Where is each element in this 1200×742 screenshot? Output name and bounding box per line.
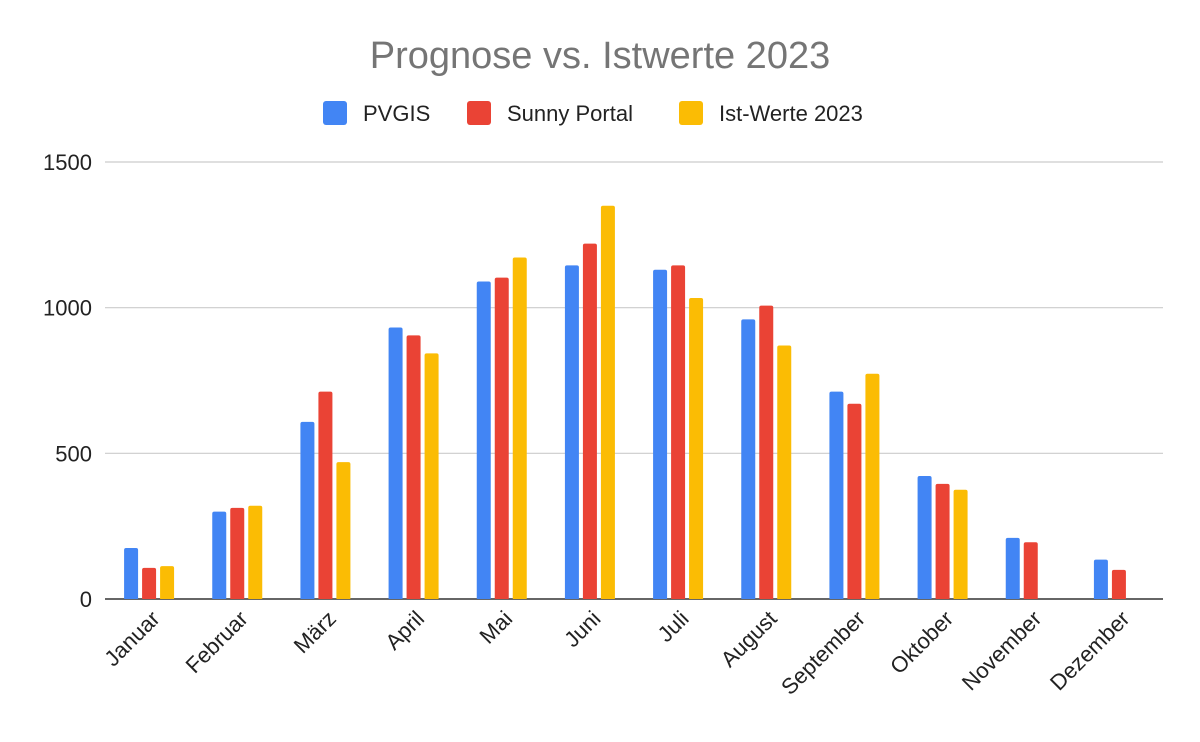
bar-ist-werte-2023-2: [336, 462, 351, 599]
bar-pvgis-2: [300, 421, 315, 599]
bar-pvgis-8: [829, 391, 844, 599]
bar-pvgis-3: [388, 327, 403, 599]
bar-pvgis-7: [741, 319, 756, 599]
x-tick-label: Oktober: [885, 606, 958, 679]
bar-pvgis-6: [653, 269, 668, 599]
bars: [124, 205, 1126, 599]
bar-ist-werte-2023-7: [777, 345, 792, 599]
chart-title: Prognose vs. Istwerte 2023: [370, 35, 830, 77]
legend-label: Ist-Werte 2023: [719, 101, 863, 126]
bar-sunny-portal-1: [230, 507, 245, 599]
bar-sunny-portal-3: [406, 335, 421, 599]
y-tick-label: 1500: [43, 150, 92, 175]
bar-sunny-portal-0: [142, 567, 157, 599]
bar-sunny-portal-7: [759, 305, 774, 599]
y-tick-label: 500: [55, 441, 92, 466]
bar-pvgis-0: [124, 548, 139, 599]
bar-ist-werte-2023-0: [160, 566, 175, 599]
bar-sunny-portal-5: [582, 243, 597, 599]
bar-sunny-portal-6: [671, 265, 686, 599]
bar-pvgis-11: [1093, 559, 1108, 599]
gridlines: [105, 161, 1163, 600]
y-axis-labels: 0 500 1000 1500: [43, 150, 92, 612]
bar-sunny-portal-10: [1023, 542, 1038, 599]
x-tick-label: Dezember: [1045, 606, 1134, 695]
y-tick-label: 0: [80, 587, 92, 612]
legend-swatch: [323, 101, 347, 125]
x-tick-label: Mai: [475, 606, 518, 649]
bar-ist-werte-2023-9: [953, 489, 968, 599]
y-tick-label: 1000: [43, 296, 92, 321]
x-tick-label: Juli: [653, 606, 694, 647]
x-tick-label: März: [289, 606, 341, 658]
bar-sunny-portal-9: [935, 483, 950, 599]
legend-swatch: [467, 101, 491, 125]
bar-ist-werte-2023-1: [248, 505, 263, 599]
x-tick-label: Juni: [559, 606, 605, 652]
bar-pvgis-9: [917, 476, 932, 599]
legend-label: Sunny Portal: [507, 101, 633, 126]
bar-ist-werte-2023-6: [689, 298, 704, 599]
legend-label: PVGIS: [363, 101, 430, 126]
bar-ist-werte-2023-8: [865, 373, 880, 599]
bar-ist-werte-2023-4: [512, 257, 527, 599]
x-tick-label: August: [716, 606, 782, 672]
x-tick-label: Januar: [99, 606, 164, 671]
bar-ist-werte-2023-5: [600, 205, 615, 599]
x-tick-label: September: [776, 606, 870, 700]
bar-sunny-portal-11: [1111, 569, 1126, 599]
bar-pvgis-5: [564, 265, 579, 599]
x-axis-labels: Januar Februar März April Mai Juni Juli AugustS…: [99, 606, 1134, 700]
bar-pvgis-1: [212, 511, 227, 599]
x-tick-label: April: [380, 606, 429, 655]
x-tick-label: November: [957, 606, 1046, 695]
bar-sunny-portal-8: [847, 403, 862, 599]
x-tick-label: Februar: [181, 606, 253, 678]
legend: PVGIS Sunny Portal Ist-Werte 2023: [323, 101, 863, 126]
bar-sunny-portal-2: [318, 391, 333, 599]
bar-pvgis-4: [476, 281, 491, 599]
bar-sunny-portal-4: [494, 277, 509, 599]
bar-ist-werte-2023-3: [424, 353, 439, 599]
legend-swatch: [679, 101, 703, 125]
bar-pvgis-10: [1005, 537, 1020, 599]
